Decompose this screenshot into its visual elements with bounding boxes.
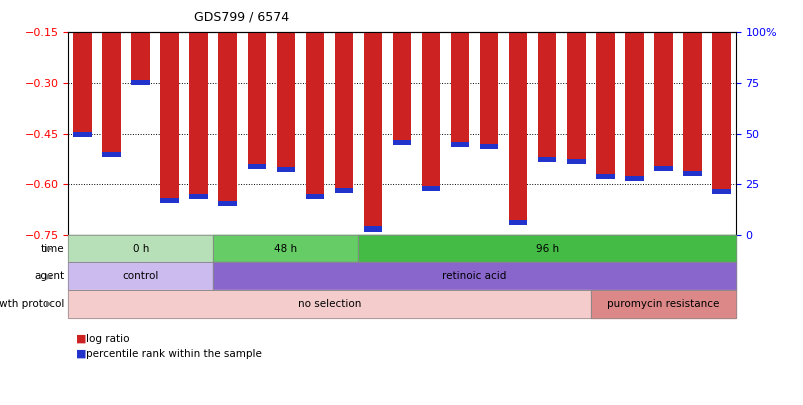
Bar [421, 32, 440, 191]
Bar [131, 32, 150, 85]
Text: ▶: ▶ [46, 272, 52, 281]
Bar [190, 32, 208, 199]
Bar [276, 167, 295, 173]
Text: 0 h: 0 h [132, 244, 149, 254]
Bar [711, 189, 730, 194]
Bar [508, 32, 527, 225]
Bar [73, 32, 92, 137]
Bar [624, 176, 642, 181]
Bar [653, 166, 672, 171]
Text: growth protocol: growth protocol [0, 299, 64, 309]
Bar [595, 32, 613, 179]
Bar [421, 186, 440, 191]
Bar [653, 32, 672, 171]
Bar [334, 32, 353, 193]
Text: percentile rank within the sample: percentile rank within the sample [86, 349, 262, 359]
Bar [190, 194, 208, 199]
Text: ▶: ▶ [46, 244, 52, 253]
Bar [479, 144, 498, 149]
Bar [566, 32, 585, 164]
Bar [450, 32, 469, 147]
Bar [218, 201, 237, 206]
Bar [131, 80, 150, 85]
Text: retinoic acid: retinoic acid [442, 271, 506, 281]
Text: 96 h: 96 h [535, 244, 558, 254]
Bar [161, 32, 179, 203]
Bar [682, 171, 701, 176]
Bar [363, 32, 382, 232]
Text: control: control [123, 271, 159, 281]
Bar [305, 194, 324, 199]
Bar [102, 152, 121, 157]
Text: agent: agent [35, 271, 64, 281]
Text: log ratio: log ratio [86, 334, 129, 344]
Bar [450, 142, 469, 147]
Bar [161, 198, 179, 203]
Bar [247, 164, 266, 169]
Bar [479, 32, 498, 149]
Text: GDS799 / 6574: GDS799 / 6574 [194, 10, 288, 23]
Bar [392, 32, 411, 145]
Text: puromycin resistance: puromycin resistance [606, 299, 719, 309]
Bar [334, 188, 353, 193]
Bar [73, 132, 92, 137]
Text: ■: ■ [76, 349, 87, 359]
Bar [682, 32, 701, 176]
Text: ▶: ▶ [46, 299, 52, 308]
Bar [218, 32, 237, 206]
Bar [102, 32, 121, 157]
Bar [508, 220, 527, 225]
Text: time: time [41, 244, 64, 254]
Bar [711, 32, 730, 194]
Bar [537, 157, 556, 162]
Text: ■: ■ [76, 334, 87, 344]
Bar [624, 32, 642, 181]
Bar [247, 32, 266, 169]
Bar [363, 226, 382, 232]
Bar [276, 32, 295, 173]
Bar [595, 174, 613, 179]
Bar [537, 32, 556, 162]
Bar [392, 141, 411, 145]
Text: no selection: no selection [297, 299, 361, 309]
Bar [566, 159, 585, 164]
Text: 48 h: 48 h [274, 244, 297, 254]
Bar [305, 32, 324, 199]
